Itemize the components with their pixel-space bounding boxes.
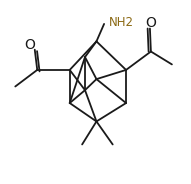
Text: O: O xyxy=(146,16,156,30)
Text: O: O xyxy=(25,38,35,52)
Text: NH2: NH2 xyxy=(109,17,134,29)
